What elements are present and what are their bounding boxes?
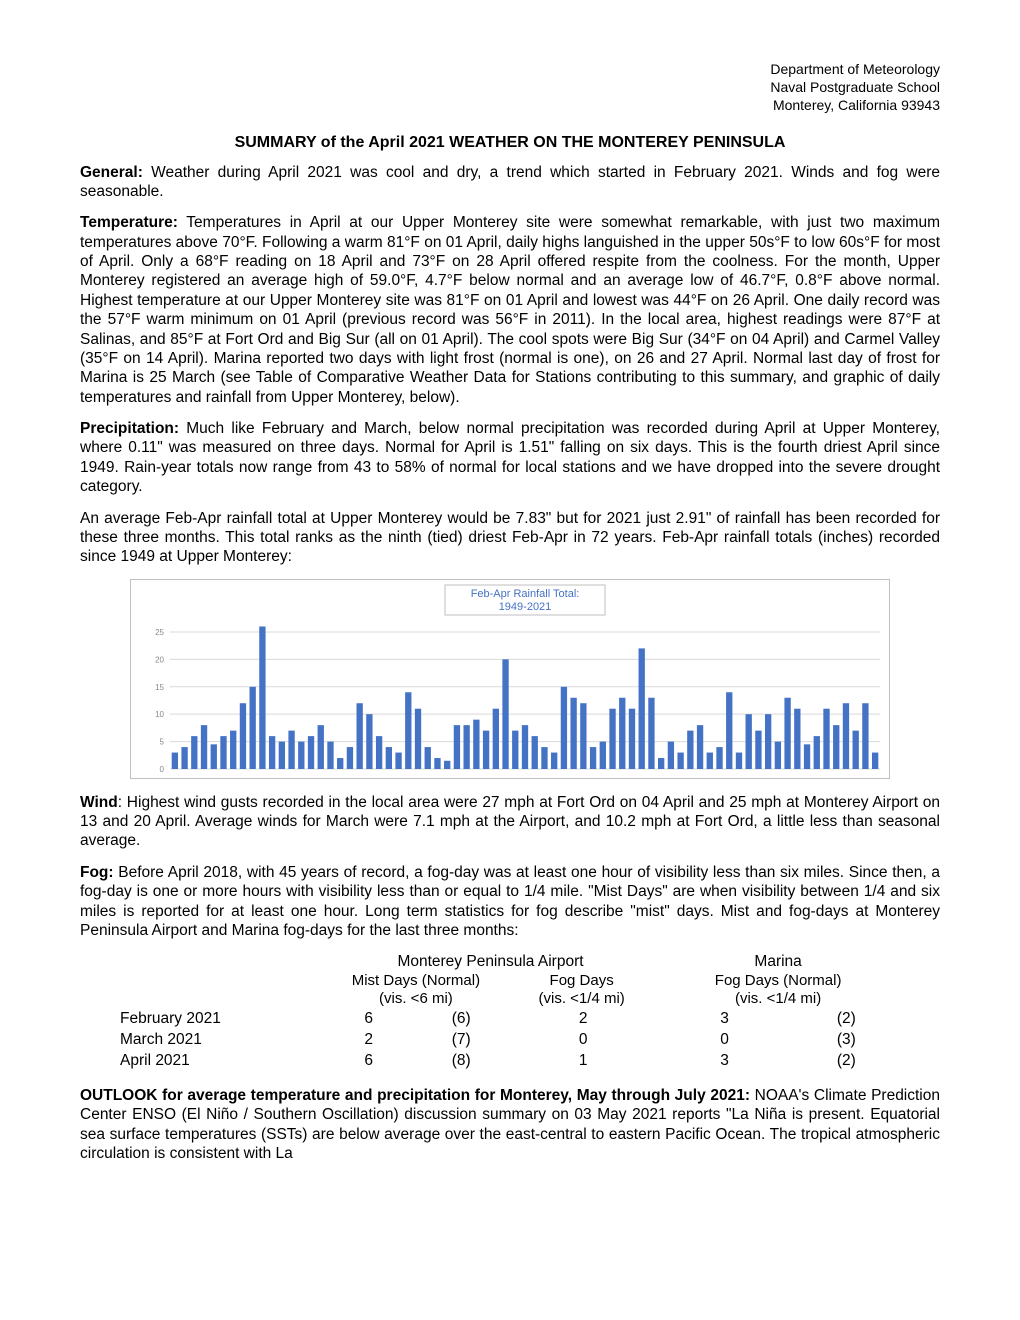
fog-marina-fog-cell: 3 [656, 1009, 793, 1030]
fog-text: Before April 2018, with 45 years of reco… [80, 864, 940, 939]
fog-label: Fog: [80, 864, 114, 881]
fog-marina-norm-cell: (3) [793, 1030, 900, 1051]
svg-text:1949-2021: 1949-2021 [499, 601, 552, 613]
svg-text:25: 25 [155, 628, 164, 637]
outlook-paragraph: OUTLOOK for average temperature and prec… [80, 1086, 940, 1164]
fog-month-cell: April 2021 [120, 1051, 325, 1072]
wind-paragraph: Wind: Highest wind gusts recorded in the… [80, 793, 940, 851]
fog-col-month-blank [120, 952, 325, 971]
temperature-text: Temperatures in April at our Upper Monte… [80, 214, 940, 405]
fog-table-subheader-row-2: (vis. <6 mi) (vis. <1/4 mi) (vis. <1/4 m… [120, 990, 900, 1009]
fog-fog-cell: 2 [510, 1009, 656, 1030]
fog-norm-cell: (8) [413, 1051, 511, 1072]
fog-table-header-row: Monterey Peninsula Airport Marina [120, 952, 900, 971]
svg-text:20: 20 [155, 655, 164, 664]
precipitation-paragraph-1: Precipitation: Much like February and Ma… [80, 419, 940, 497]
general-label: General: [80, 164, 143, 181]
fog-table: Monterey Peninsula Airport Marina Mist D… [80, 952, 940, 1072]
fog-vis-marina: (vis. <1/4 mi) [656, 990, 900, 1009]
svg-text:Feb-Apr Rainfall Total:: Feb-Apr Rainfall Total: [471, 588, 580, 600]
general-text: Weather during April 2021 was cool and d… [80, 164, 940, 200]
precipitation-text-1: Much like February and March, below norm… [80, 420, 940, 495]
rainfall-bar-chart: 0 5 10 15 20 25 Feb-Apr Rainfall Total:1949-20… [130, 579, 890, 779]
table-row: February 20216(6)23(2) [120, 1009, 900, 1030]
svg-text:5: 5 [160, 737, 165, 746]
fog-paragraph: Fog: Before April 2018, with 45 years of… [80, 863, 940, 941]
fog-marina-norm-cell: (2) [793, 1051, 900, 1072]
precipitation-label: Precipitation: [80, 420, 179, 437]
wind-text: : Highest wind gusts recorded in the loc… [80, 794, 940, 850]
temperature-label: Temperature: [80, 214, 178, 231]
temperature-paragraph: Temperature: Temperatures in April at ou… [80, 213, 940, 407]
svg-text:10: 10 [155, 710, 164, 719]
fog-month-cell: February 2021 [120, 1009, 325, 1030]
fog-mist-cell: 2 [325, 1030, 413, 1051]
fog-norm-cell: (6) [413, 1009, 511, 1030]
fog-sub-mist: Mist Days (Normal) [325, 972, 507, 991]
svg-text:15: 15 [155, 682, 164, 691]
fog-sub-fog: Fog Days [507, 972, 656, 991]
fog-marina-norm-cell: (2) [793, 1009, 900, 1030]
fog-mist-cell: 6 [325, 1009, 413, 1030]
fog-vis-mist: (vis. <6 mi) [325, 990, 507, 1009]
document-title: SUMMARY of the April 2021 WEATHER ON THE… [80, 133, 940, 153]
fog-month-cell: March 2021 [120, 1030, 325, 1051]
table-row: April 20216(8)13(2) [120, 1051, 900, 1072]
fog-norm-cell: (7) [413, 1030, 511, 1051]
outlook-label: OUTLOOK for average temperature and prec… [80, 1087, 750, 1104]
fog-sub-marina: Fog Days (Normal) [656, 972, 900, 991]
fog-table-body: February 20216(6)23(2)March 20212(7)00(3… [120, 1009, 900, 1072]
fog-header-mpa: Monterey Peninsula Airport [325, 952, 657, 971]
header-dept: Department of Meteorology [80, 60, 940, 78]
fog-marina-fog-cell: 0 [656, 1030, 793, 1051]
fog-marina-fog-cell: 3 [656, 1051, 793, 1072]
fog-fog-cell: 0 [510, 1030, 656, 1051]
fog-fog-cell: 1 [510, 1051, 656, 1072]
fog-header-marina: Marina [656, 952, 900, 971]
table-row: March 20212(7)00(3) [120, 1030, 900, 1051]
wind-label: Wind [80, 794, 118, 811]
general-paragraph: General: Weather during April 2021 was c… [80, 163, 940, 202]
precipitation-paragraph-2: An average Feb-Apr rainfall total at Upp… [80, 509, 940, 567]
fog-mist-cell: 6 [325, 1051, 413, 1072]
rainfall-chart-container: 0 5 10 15 20 25 Feb-Apr Rainfall Total:1949-20… [80, 579, 940, 779]
header-school: Naval Postgraduate School [80, 78, 940, 96]
fog-table-subheader-row-1: Mist Days (Normal) Fog Days Fog Days (No… [120, 972, 900, 991]
header-location: Monterey, California 93943 [80, 96, 940, 114]
document-header: Department of Meteorology Naval Postgrad… [80, 60, 940, 115]
fog-vis-fog: (vis. <1/4 mi) [507, 990, 656, 1009]
svg-text:0: 0 [160, 765, 165, 774]
